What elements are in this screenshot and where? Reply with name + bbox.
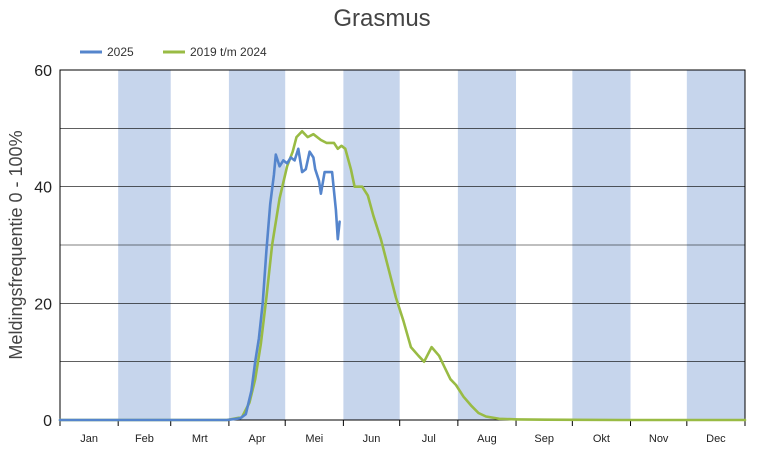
x-tick-label-mrt: Mrt: [192, 433, 208, 445]
legend-label-2025: 2025: [107, 45, 134, 59]
x-tick-label-dec: Dec: [706, 433, 726, 445]
series-lines: [58, 130, 747, 422]
legend-label-2019-2024: 2019 t/m 2024: [190, 45, 267, 59]
x-tick-label-sep: Sep: [534, 433, 554, 445]
x-tick-label-jun: Jun: [363, 433, 381, 445]
x-tick-label-jul: Jul: [422, 433, 436, 445]
x-tick-label-aug: Aug: [477, 433, 497, 445]
series-line-2019-t-m-2024: [58, 130, 747, 422]
y-tick-label: 60: [34, 63, 52, 80]
series-line-2025: [58, 147, 341, 422]
y-tick-label: 40: [34, 180, 52, 197]
plot-area-frame: [59, 69, 746, 421]
y-axis-label: Meldingsfrequentie 0 - 100%: [6, 130, 26, 359]
x-tick-label-nov: Nov: [649, 433, 669, 445]
x-tick-label-feb: Feb: [135, 433, 154, 445]
x-tick-label-mei: Mei: [305, 433, 323, 445]
y-axis-tick-labels: 0 20 40 60: [34, 63, 52, 430]
legend: 2025 2019 t/m 2024: [80, 45, 267, 59]
x-tick-label-apr: Apr: [248, 433, 265, 445]
x-axis-tick-labels: Jan Feb Mrt Apr Mei Jun Jul Aug Sep Okt Nov Dec: [80, 433, 726, 445]
gridlines: [60, 128, 745, 362]
x-tick-label-okt: Okt: [593, 433, 610, 445]
y-tick-label: 0: [43, 413, 52, 430]
x-tick-label-jan: Jan: [80, 433, 98, 445]
y-tick-label: 20: [34, 296, 52, 313]
chart-title: Grasmus: [333, 5, 430, 32]
